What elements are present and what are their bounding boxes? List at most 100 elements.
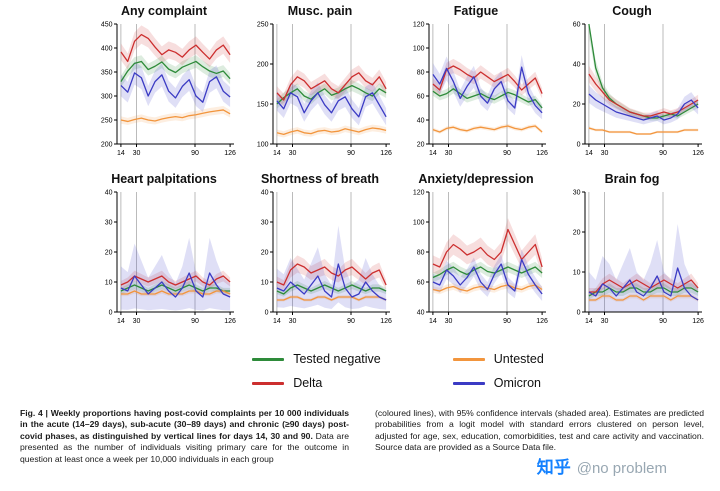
svg-text:20: 20 bbox=[573, 229, 581, 236]
chart-title-heart-palpitations: Heart palpitations bbox=[111, 172, 217, 186]
svg-text:126: 126 bbox=[536, 318, 548, 325]
svg-text:20: 20 bbox=[417, 141, 425, 148]
svg-text:14: 14 bbox=[273, 318, 281, 325]
chart-svg-fatigue: 20 40 60 80 100 120 14 30 90 126 bbox=[413, 21, 548, 157]
caption-bold-lead: Fig. 4 | Weekly proportions having post-… bbox=[20, 408, 349, 441]
svg-text:250: 250 bbox=[257, 21, 269, 28]
svg-text:120: 120 bbox=[413, 21, 425, 28]
svg-text:126: 126 bbox=[536, 150, 548, 157]
svg-text:350: 350 bbox=[101, 69, 113, 76]
svg-text:30: 30 bbox=[261, 219, 269, 226]
watermark-handle: @no problem bbox=[576, 460, 667, 477]
svg-text:80: 80 bbox=[417, 249, 425, 256]
svg-text:30: 30 bbox=[289, 150, 297, 157]
svg-text:30: 30 bbox=[445, 318, 453, 325]
chart-panel-any-complaint: Any complaint 200 250 300 350 400 450 14 30 90 126 bbox=[86, 2, 242, 162]
svg-text:40: 40 bbox=[573, 61, 581, 68]
svg-text:14: 14 bbox=[585, 318, 593, 325]
svg-text:450: 450 bbox=[101, 21, 113, 28]
svg-text:14: 14 bbox=[429, 150, 437, 157]
svg-text:30: 30 bbox=[601, 150, 609, 157]
svg-text:14: 14 bbox=[273, 150, 281, 157]
legend-item-delta: Delta bbox=[252, 376, 381, 390]
svg-text:126: 126 bbox=[224, 150, 236, 157]
svg-text:126: 126 bbox=[380, 318, 392, 325]
chart-panel-fatigue: Fatigue 20 40 60 80 100 120 14 30 90 126 bbox=[398, 2, 554, 162]
svg-text:90: 90 bbox=[347, 150, 355, 157]
svg-text:30: 30 bbox=[573, 189, 581, 196]
svg-text:126: 126 bbox=[380, 150, 392, 157]
svg-text:40: 40 bbox=[417, 117, 425, 124]
legend-column-right: Untested Omicron bbox=[452, 352, 544, 390]
svg-text:0: 0 bbox=[109, 309, 113, 316]
svg-text:40: 40 bbox=[261, 189, 269, 196]
svg-text:30: 30 bbox=[133, 318, 141, 325]
chart-panel-shortness-of-breath: Shortness of breath 0 10 20 30 40 14 30 90 126 bbox=[242, 170, 398, 330]
svg-text:200: 200 bbox=[101, 141, 113, 148]
svg-text:30: 30 bbox=[445, 150, 453, 157]
chart-title-cough: Cough bbox=[612, 4, 652, 18]
figure-caption: Fig. 4 | Weekly proportions having post-… bbox=[20, 408, 704, 465]
chart-panel-brain-fog: Brain fog 0 10 20 30 14 30 90 126 bbox=[554, 170, 710, 330]
legend-line-delta-icon bbox=[252, 381, 285, 385]
legend-item-tested-negative: Tested negative bbox=[252, 352, 381, 366]
svg-text:40: 40 bbox=[417, 309, 425, 316]
legend-label-delta: Delta bbox=[293, 376, 323, 390]
chart-panel-cough: Cough 0 20 40 60 14 30 90 126 bbox=[554, 2, 710, 162]
svg-text:14: 14 bbox=[429, 318, 437, 325]
legend-item-untested: Untested bbox=[452, 352, 544, 366]
svg-text:10: 10 bbox=[105, 279, 113, 286]
svg-text:300: 300 bbox=[101, 93, 113, 100]
legend: Tested negative Delta Untested Omicron bbox=[86, 352, 710, 390]
chart-title-musc-pain: Musc. pain bbox=[287, 4, 353, 18]
svg-text:90: 90 bbox=[503, 318, 511, 325]
svg-text:60: 60 bbox=[573, 21, 581, 28]
svg-text:0: 0 bbox=[265, 309, 269, 316]
svg-text:90: 90 bbox=[503, 150, 511, 157]
svg-text:10: 10 bbox=[261, 279, 269, 286]
svg-text:126: 126 bbox=[692, 318, 704, 325]
svg-text:60: 60 bbox=[417, 93, 425, 100]
svg-text:30: 30 bbox=[601, 318, 609, 325]
legend-label-tested-negative: Tested negative bbox=[293, 352, 381, 366]
svg-text:90: 90 bbox=[659, 318, 667, 325]
svg-text:80: 80 bbox=[417, 69, 425, 76]
legend-line-tested-negative-icon bbox=[252, 357, 285, 361]
svg-text:14: 14 bbox=[117, 150, 125, 157]
svg-text:400: 400 bbox=[101, 45, 113, 52]
chart-panel-anxiety-depression: Anxiety/depression 40 60 80 100 120 14 30 90 126 bbox=[398, 170, 554, 330]
svg-text:90: 90 bbox=[347, 318, 355, 325]
svg-text:0: 0 bbox=[577, 309, 581, 316]
chart-title-fatigue: Fatigue bbox=[453, 4, 499, 18]
svg-text:126: 126 bbox=[224, 318, 236, 325]
svg-text:90: 90 bbox=[191, 318, 199, 325]
chart-panel-musc-pain: Musc. pain 100 150 200 250 14 30 90 126 bbox=[242, 2, 398, 162]
svg-text:30: 30 bbox=[105, 219, 113, 226]
svg-text:0: 0 bbox=[577, 141, 581, 148]
caption-left-text: Data are presented as the number of indi… bbox=[20, 430, 349, 464]
svg-text:10: 10 bbox=[573, 269, 581, 276]
watermark: 知乎 @no problem bbox=[533, 452, 670, 479]
charts-grid: Any complaint 200 250 300 350 400 450 14 30 90 126… bbox=[86, 2, 710, 330]
chart-svg-any-complaint: 200 250 300 350 400 450 14 30 90 126 bbox=[101, 21, 236, 157]
svg-text:20: 20 bbox=[261, 249, 269, 256]
zhihu-logo-icon: 知乎 bbox=[536, 458, 571, 477]
chart-svg-shortness-of-breath: 0 10 20 30 40 14 30 90 126 bbox=[261, 189, 392, 325]
legend-label-untested: Untested bbox=[493, 352, 544, 366]
chart-svg-heart-palpitations: 0 10 20 30 40 14 30 90 126 bbox=[105, 189, 236, 325]
caption-right-column: (coloured lines), with 95% confidence in… bbox=[375, 408, 704, 453]
legend-item-omicron: Omicron bbox=[452, 376, 544, 390]
svg-text:100: 100 bbox=[413, 45, 425, 52]
chart-svg-musc-pain: 100 150 200 250 14 30 90 126 bbox=[257, 21, 392, 157]
svg-text:14: 14 bbox=[585, 150, 593, 157]
svg-text:126: 126 bbox=[692, 150, 704, 157]
caption-left-column: Fig. 4 | Weekly proportions having post-… bbox=[20, 408, 349, 465]
chart-panel-heart-palpitations: Heart palpitations 0 10 20 30 40 14 30 90 126 bbox=[86, 170, 242, 330]
svg-text:150: 150 bbox=[257, 101, 269, 108]
svg-text:30: 30 bbox=[289, 318, 297, 325]
svg-text:30: 30 bbox=[133, 150, 141, 157]
svg-text:120: 120 bbox=[413, 189, 425, 196]
svg-text:90: 90 bbox=[191, 150, 199, 157]
legend-label-omicron: Omicron bbox=[493, 376, 541, 390]
